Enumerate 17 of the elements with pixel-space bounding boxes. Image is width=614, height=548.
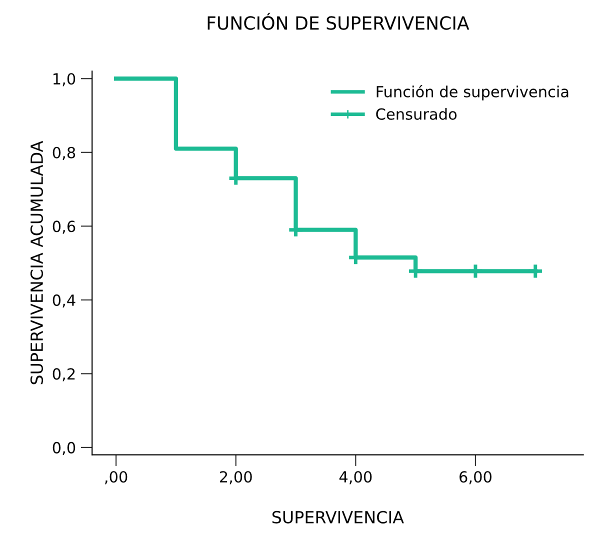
y-tick-label: 0,4: [52, 294, 76, 308]
point: [467, 262, 484, 280]
x-axis-title: SUPERVIVENCIA: [272, 510, 404, 524]
legend-label: Censurado: [376, 108, 457, 120]
chart-title: FUNCIÓN DE SUPERVIVENCIA: [208, 12, 470, 30]
x-tick-label: 4,00: [339, 471, 372, 484]
y-tick-label: 0,0: [52, 442, 76, 456]
y-tick-label: 0,8: [52, 146, 76, 160]
x-tick-label: ,00: [105, 471, 128, 484]
y-tick-label: 1,0: [54, 73, 76, 86]
y-tick-label: 0,6: [52, 220, 76, 234]
x-tick-label: 6,00: [460, 471, 492, 484]
point: [527, 262, 544, 280]
y-tick-label: 0,2: [52, 368, 75, 382]
legend-label: Función de supervivencia: [376, 84, 568, 100]
y-axis-title: SUPERVIVENCIA ACUMULADA: [30, 140, 44, 384]
x-tick-label: 2,00: [220, 471, 252, 484]
